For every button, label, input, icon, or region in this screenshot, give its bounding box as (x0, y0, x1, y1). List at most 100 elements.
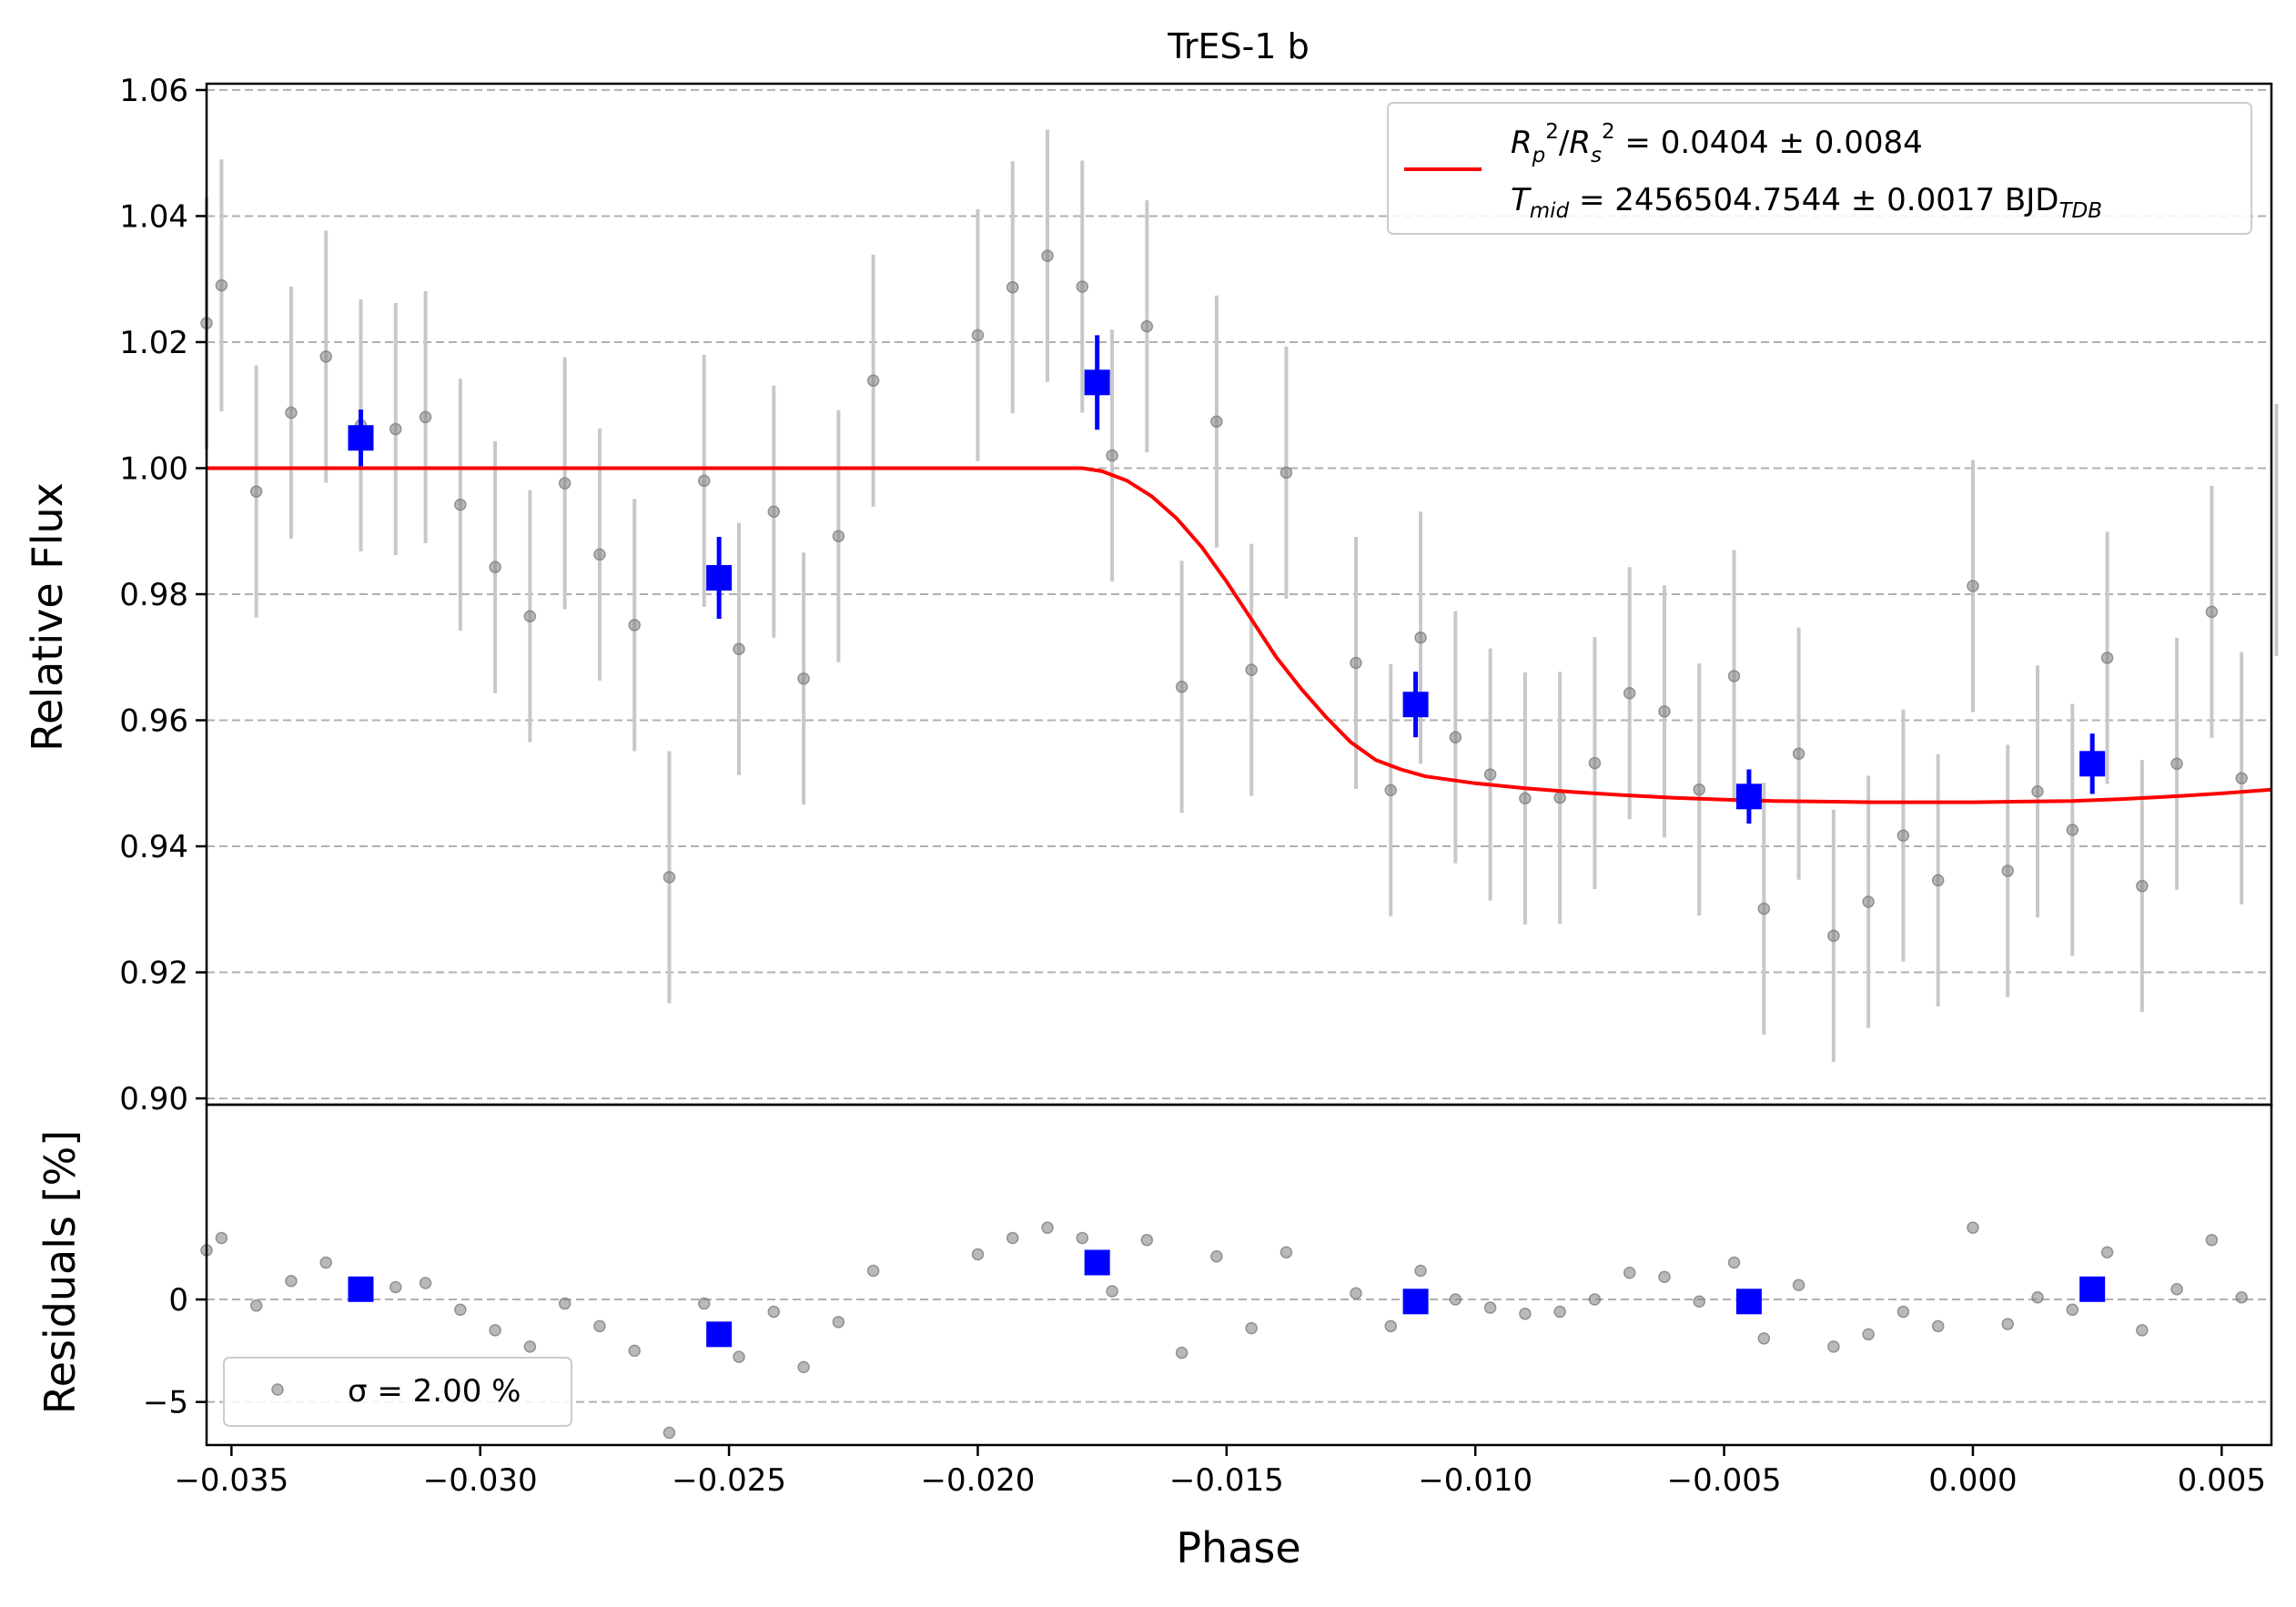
data-point (1449, 731, 1462, 743)
data-point (319, 350, 332, 363)
residual-point (558, 1297, 571, 1310)
residual-point (628, 1344, 641, 1358)
top-y-ticks: 0.90 0.92 0.94 0.96 0.98 1.00 1.02 1.04 1.06 (119, 73, 207, 1117)
top-y-tick-label: 1.04 (119, 198, 188, 235)
top-y-tick-label: 0.96 (119, 703, 188, 740)
binned-point (1084, 369, 1110, 396)
data-point (2235, 772, 2248, 784)
x-tick-label: −0.010 (1418, 1462, 1532, 1499)
residual-point (419, 1277, 432, 1289)
residual-point (1414, 1264, 1427, 1278)
data-point (249, 485, 263, 498)
binned-point (706, 564, 733, 591)
bottom-x-ticks: −0.035 −0.030 −0.025 −0.020 −0.015 −0.010 −0.0… (174, 1445, 2266, 1499)
binned-point (1402, 692, 1429, 718)
data-point (733, 642, 745, 656)
residual-point (1175, 1346, 1188, 1359)
binned-point (1735, 783, 1762, 810)
top-y-tick-label: 0.94 (119, 829, 188, 865)
data-point (215, 278, 228, 292)
residual-point (593, 1319, 606, 1333)
residual-point (797, 1360, 810, 1374)
residual-point (1350, 1287, 1362, 1300)
residual-point (249, 1299, 263, 1312)
residual-point (1792, 1279, 1805, 1292)
data-point (1727, 670, 1741, 682)
data-point (1245, 663, 1258, 676)
data-point (1384, 783, 1398, 797)
data-point (285, 406, 298, 419)
bottom-legend: σ = 2.00 % (223, 1357, 572, 1427)
legend-mid-time: Tmid = 2456504.7544 ± 0.0017 BJDTDB (1511, 182, 2102, 223)
data-point (389, 422, 402, 436)
y-axis-label-residuals: Residuals [%] (35, 1130, 85, 1414)
legend-radius-ratio: Rp2/Rs2 = 0.0404 ± 0.0084 (1511, 120, 1923, 167)
data-point (1862, 895, 1875, 908)
data-point (1106, 449, 1118, 462)
residual-point (454, 1303, 467, 1317)
residual-point (2066, 1303, 2079, 1317)
top-data-points (200, 249, 2248, 943)
data-point (832, 530, 845, 543)
data-point (1414, 632, 1427, 644)
data-point (1076, 280, 1089, 293)
residual-point (2205, 1233, 2219, 1247)
residual-point (319, 1256, 332, 1269)
data-point (523, 610, 537, 622)
data-point (1588, 756, 1602, 770)
residual-point (2136, 1324, 2149, 1337)
residual-point (767, 1305, 781, 1319)
data-point (1279, 466, 1293, 480)
top-model-curve (207, 466, 2272, 804)
data-point (663, 871, 676, 884)
data-point (1623, 686, 1636, 700)
bottom-plot-frame (205, 1103, 2273, 1447)
residual-point (1006, 1231, 1019, 1245)
residual-point (1727, 1256, 1741, 1269)
model-curve (207, 466, 2272, 804)
data-point (2001, 864, 2014, 877)
data-point (1041, 249, 1054, 262)
residual-point (1967, 1221, 1979, 1234)
data-point (1792, 747, 1805, 760)
bottom-y-tick-label: −5 (143, 1385, 188, 1421)
residual-point (285, 1275, 298, 1288)
residual-point (2235, 1291, 2248, 1304)
residual-point (832, 1316, 845, 1329)
x-tick-label: −0.015 (1169, 1462, 1284, 1499)
bottom-data-points (200, 1221, 2248, 1440)
residual-point (1862, 1328, 1875, 1341)
binned-residual-point (1402, 1289, 1429, 1315)
residual-point (1041, 1221, 1054, 1234)
data-point (2170, 757, 2183, 771)
x-tick-label: −0.035 (174, 1462, 288, 1499)
residual-point (1106, 1285, 1118, 1298)
binned-residual-point (706, 1321, 733, 1348)
x-tick-label: −0.030 (423, 1462, 538, 1499)
data-point (1483, 768, 1497, 781)
x-tick-label: 0.000 (1928, 1462, 2017, 1499)
x-tick-label: −0.020 (921, 1462, 1036, 1499)
bottom-binned-points (348, 1249, 2106, 1348)
legend-point-marker (271, 1383, 284, 1396)
residual-point (1757, 1332, 1771, 1345)
data-point (593, 548, 606, 561)
top-y-tick-label: 1.06 (119, 73, 188, 109)
top-y-tick-label: 1.00 (119, 450, 188, 487)
residual-point (215, 1231, 228, 1245)
data-point (1931, 874, 1945, 887)
residual-point (2001, 1318, 2014, 1330)
residual-point (1483, 1301, 1497, 1314)
residual-point (971, 1248, 985, 1261)
data-point (1175, 681, 1188, 693)
residual-point (389, 1280, 402, 1294)
data-point (1006, 280, 1019, 294)
residual-point (1588, 1293, 1602, 1306)
top-grid (207, 88, 2271, 1100)
data-point (454, 498, 467, 511)
top-legend: Rp2/Rs2 = 0.0404 ± 0.0084 Tmid = 2456504… (1387, 102, 2252, 235)
residual-point (1623, 1266, 1636, 1279)
x-axis-label: Phase (1176, 1523, 1300, 1572)
data-point (419, 410, 432, 424)
data-point (697, 474, 711, 488)
